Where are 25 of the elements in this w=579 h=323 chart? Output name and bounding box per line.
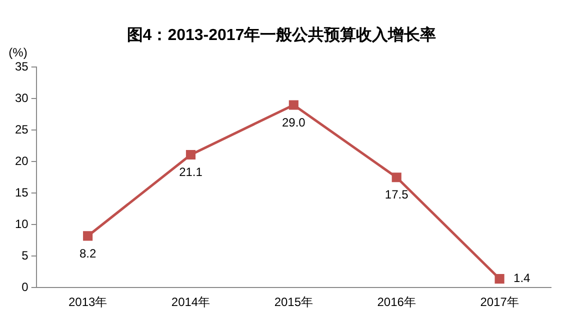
data-label: 17.5 — [384, 188, 409, 202]
point — [83, 231, 93, 241]
point — [186, 150, 196, 160]
data-label: 29.0 — [282, 115, 306, 130]
data-label: 8.2 — [79, 246, 96, 260]
y-tick-label: 10 — [14, 216, 29, 231]
point — [288, 100, 298, 110]
y-tick-label: 30 — [14, 91, 29, 105]
data-label: 1.4 — [514, 271, 531, 286]
x-tick-label: 2013年 — [68, 295, 108, 310]
y-tick-label: 0 — [22, 280, 29, 294]
y-tick-label: 25 — [14, 122, 29, 136]
y-axis-title: (%) — [8, 46, 28, 60]
point — [494, 274, 504, 284]
y-tick-label: 20 — [14, 154, 29, 168]
y-tick-label: 35 — [14, 60, 29, 74]
x-tick-label: 2015年 — [274, 295, 314, 310]
x-tick-label: 2014年 — [171, 295, 210, 310]
data-label: 21.1 — [179, 165, 203, 180]
x-tick-label: 2016年 — [377, 295, 416, 310]
y-tick-label: 5 — [22, 248, 29, 262]
chart-title: 图4：2013-2017年一般公共预算收入增长率 — [126, 25, 436, 44]
y-tick-label: 15 — [14, 185, 29, 200]
x-tick-label: 2017年 — [480, 295, 519, 310]
point — [392, 172, 402, 182]
